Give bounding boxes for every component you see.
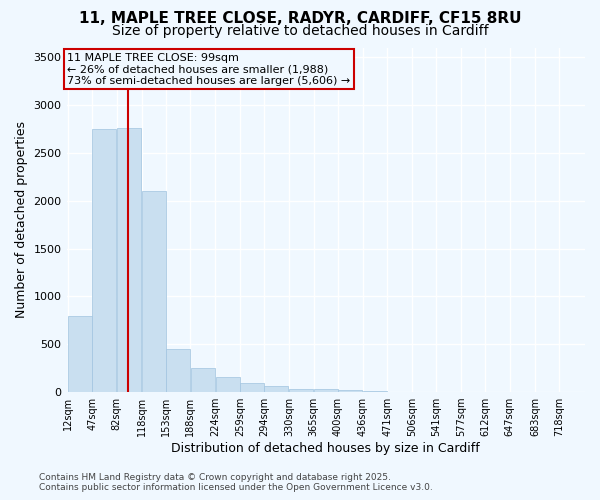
Text: Size of property relative to detached houses in Cardiff: Size of property relative to detached ho… [112, 24, 488, 38]
Bar [166, 349, 190, 392]
Bar [265, 386, 289, 392]
Text: 11 MAPLE TREE CLOSE: 99sqm
← 26% of detached houses are smaller (1,988)
73% of s: 11 MAPLE TREE CLOSE: 99sqm ← 26% of deta… [67, 52, 350, 86]
Bar [289, 389, 313, 392]
Bar [117, 128, 141, 392]
Text: Contains HM Land Registry data © Crown copyright and database right 2025.
Contai: Contains HM Land Registry data © Crown c… [39, 473, 433, 492]
Bar [191, 368, 215, 392]
Bar [240, 382, 264, 392]
Bar [314, 389, 338, 392]
Bar [68, 316, 92, 392]
Bar [215, 377, 239, 392]
Bar [92, 129, 116, 392]
X-axis label: Distribution of detached houses by size in Cardiff: Distribution of detached houses by size … [172, 442, 480, 455]
Y-axis label: Number of detached properties: Number of detached properties [15, 122, 28, 318]
Text: 11, MAPLE TREE CLOSE, RADYR, CARDIFF, CF15 8RU: 11, MAPLE TREE CLOSE, RADYR, CARDIFF, CF… [79, 11, 521, 26]
Bar [338, 390, 362, 392]
Bar [363, 391, 387, 392]
Bar [142, 191, 166, 392]
